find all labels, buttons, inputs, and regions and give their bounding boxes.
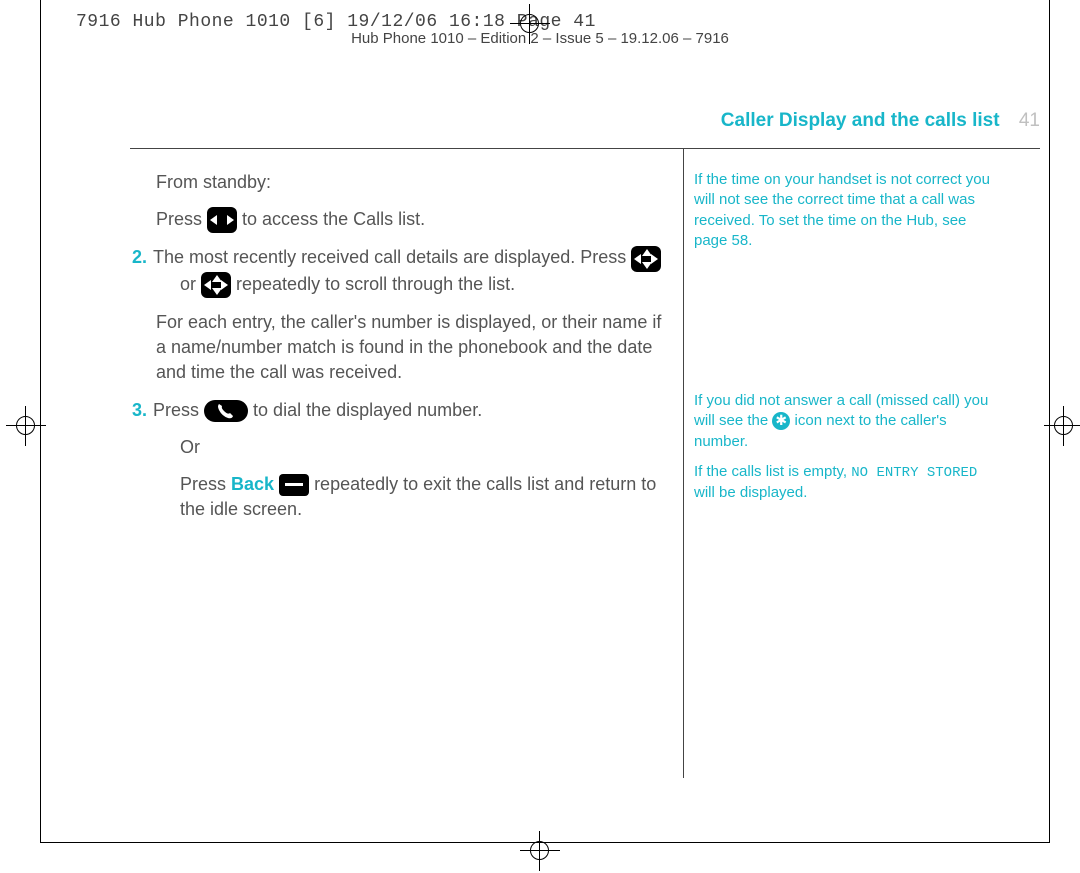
back-softkey-label: Back <box>231 474 274 494</box>
or-line: Or <box>156 435 666 460</box>
step2-line: 2.The most recently received call detail… <box>156 245 666 298</box>
step1-line: Press to access the Calls list. <box>156 207 666 233</box>
section-title-text: Caller Display and the calls list <box>721 110 1000 131</box>
step4-line: Press Back repeatedly to exit the calls … <box>156 472 666 522</box>
nav-left-right-icon <box>207 207 237 233</box>
column-separator <box>683 148 684 778</box>
page-number: 41 <box>1019 110 1040 131</box>
top-fold-mark <box>510 4 550 44</box>
note-time: If the time on your handset is not corre… <box>694 170 994 251</box>
entry-detail-paragraph: For each entry, the caller's number is d… <box>156 310 666 386</box>
back-button-icon <box>279 474 309 496</box>
main-instruction-column: From standby: Press to access the Calls … <box>156 170 666 534</box>
reg-mark-right <box>1044 406 1080 446</box>
section-title: Caller Display and the calls list 41 <box>721 110 1040 132</box>
nav-up-down-icon <box>631 246 661 272</box>
step3-number: 3. <box>132 400 153 420</box>
horizontal-rule <box>130 148 1040 149</box>
intro-line: From standby: <box>156 170 666 195</box>
reg-mark-left <box>6 406 46 446</box>
step2-number: 2. <box>132 247 153 267</box>
note-empty-list: If the calls list is empty, NO ENTRY STO… <box>694 462 994 503</box>
step3-line: 3.Press to dial the displayed number. <box>156 398 666 423</box>
nav-up-down-icon <box>201 272 231 298</box>
no-entry-stored-text: NO ENTRY STORED <box>851 465 977 481</box>
side-notes-column: If the time on your handset is not corre… <box>694 170 994 513</box>
note-missed-call: If you did not answer a call (missed cal… <box>694 391 994 452</box>
call-button-icon <box>204 400 248 422</box>
reg-mark-bottom <box>520 831 560 871</box>
asterisk-icon <box>772 412 790 430</box>
